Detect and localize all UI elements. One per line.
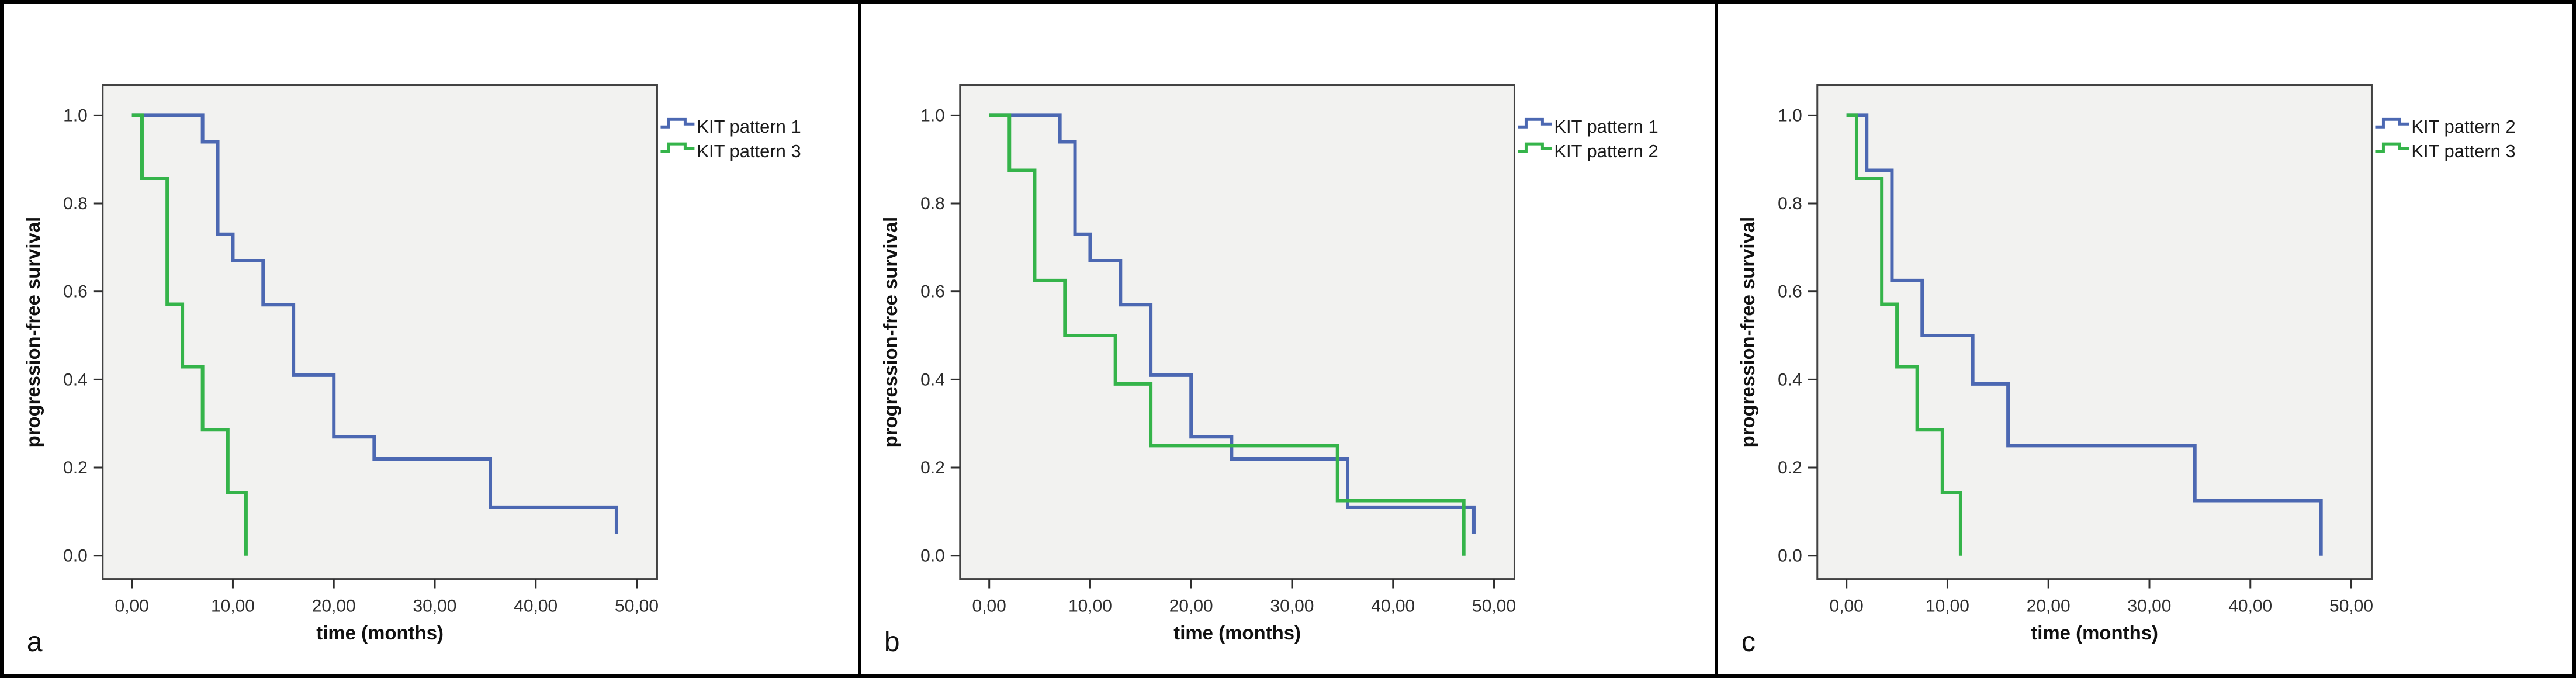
plot-area (1816, 84, 2373, 580)
x-axis-title: time (months) (316, 622, 444, 644)
km-curve-blue (989, 113, 1476, 534)
legend-line-series1 (1518, 117, 1552, 129)
y-axis-title: progression-free survival (880, 217, 901, 448)
km-curve-blue (131, 113, 618, 534)
legend-label-series1: KIT pattern 1 (1554, 116, 1658, 137)
x-tick-label: 50,00 (615, 596, 659, 615)
km-curves (989, 113, 1476, 556)
y-tick-label: 0.2 (1778, 458, 1802, 478)
x-tick-label: 40,00 (2228, 596, 2272, 615)
y-tick-label: 1.0 (920, 106, 945, 125)
x-tick-label: 20,00 (2027, 596, 2071, 615)
km-curve-green (989, 113, 1466, 556)
x-axis-title: time (months) (2031, 622, 2158, 644)
y-tick-label: 0.6 (920, 282, 945, 302)
panel-c: 0,00 10,00 20,00 30,00 40,00 50,00 0.0 0.2 0.4 0.… (1715, 4, 2572, 674)
km-curves (131, 113, 618, 556)
y-tick-label: 0.4 (920, 370, 945, 389)
x-tick-label: 40,00 (514, 596, 558, 615)
legend: KIT pattern 2 KIT pattern 3 (2375, 116, 2516, 161)
y-tick-label: 0.6 (63, 282, 88, 302)
km-curve-green (131, 113, 248, 556)
x-tick-label: 50,00 (2329, 596, 2373, 615)
y-tick-label: 0.0 (920, 546, 945, 566)
legend: KIT pattern 1 KIT pattern 2 (1518, 116, 1659, 161)
axis-ticks: 0,00 10,00 20,00 30,00 40,00 50,00 0.0 0.2 0.4 0.… (920, 106, 1516, 615)
x-tick-label: 50,00 (1472, 596, 1516, 615)
panel-letter: b (884, 627, 900, 658)
plot-area (959, 84, 1515, 580)
panel-a-chart: 0,00 10,00 20,00 30,00 40,00 50,00 0.0 0.2 0.4 0.… (22, 84, 801, 658)
axis-ticks: 0,00 10,00 20,00 30,00 40,00 50,00 0.0 0.2 0.4 0.… (1778, 106, 2373, 615)
y-tick-label: 1.0 (63, 106, 88, 125)
y-tick-label: 0.2 (920, 458, 945, 478)
x-tick-label: 40,00 (1371, 596, 1415, 615)
panel-b-chart: 0,00 10,00 20,00 30,00 40,00 50,00 0.0 0.2 0.4 0.… (880, 84, 1659, 658)
legend: KIT pattern 1 KIT pattern 3 (660, 116, 801, 161)
panel-letter: c (1741, 627, 1756, 658)
x-tick-label: 10,00 (1068, 596, 1112, 615)
x-tick-label: 10,00 (1926, 596, 1969, 615)
axis-ticks: 0,00 10,00 20,00 30,00 40,00 50,00 0.0 0.2 0.4 0.… (63, 106, 659, 615)
x-tick-label: 30,00 (413, 596, 457, 615)
y-tick-label: 0.8 (63, 194, 88, 213)
x-tick-label: 0,00 (115, 596, 149, 615)
y-axis-title: progression-free survival (22, 217, 44, 448)
x-tick-label: 20,00 (312, 596, 356, 615)
x-tick-label: 30,00 (2128, 596, 2172, 615)
panel-a: 0,00 10,00 20,00 30,00 40,00 50,00 0.0 0.2 0.4 0.… (4, 4, 858, 674)
y-tick-label: 0.0 (63, 546, 88, 566)
x-tick-label: 0,00 (1830, 596, 1864, 615)
y-tick-label: 0.4 (63, 370, 88, 389)
x-tick-label: 10,00 (211, 596, 255, 615)
legend-label-series1: KIT pattern 2 (2411, 116, 2515, 137)
legend-line-series1 (660, 117, 695, 129)
y-tick-label: 0.4 (1778, 370, 1802, 389)
legend-label-series2: KIT pattern 2 (1554, 141, 1658, 161)
y-tick-label: 1.0 (1778, 106, 1802, 125)
y-tick-label: 0.8 (920, 194, 945, 213)
panel-letter: a (27, 627, 43, 658)
km-curves (1846, 113, 2323, 556)
panel-b: 0,00 10,00 20,00 30,00 40,00 50,00 0.0 0.2 0.4 0.… (858, 4, 1715, 674)
legend-line-series2 (2375, 142, 2409, 153)
legend-line-series1 (2375, 117, 2409, 129)
x-tick-label: 20,00 (1169, 596, 1213, 615)
y-tick-label: 0.0 (1778, 546, 1802, 566)
y-axis-title: progression-free survival (1737, 217, 1758, 448)
y-tick-label: 0.2 (63, 458, 88, 478)
y-tick-label: 0.6 (1778, 282, 1802, 302)
panel-c-chart: 0,00 10,00 20,00 30,00 40,00 50,00 0.0 0.2 0.4 0.… (1737, 84, 2516, 658)
x-tick-label: 0,00 (972, 596, 1006, 615)
legend-label-series1: KIT pattern 1 (697, 116, 801, 137)
plot-area (102, 84, 658, 580)
km-curve-blue (1846, 113, 2323, 556)
km-curve-green (1846, 113, 1962, 556)
legend-line-series2 (660, 142, 695, 153)
legend-label-series2: KIT pattern 3 (697, 141, 801, 161)
y-tick-label: 0.8 (1778, 194, 1802, 213)
legend-label-series2: KIT pattern 3 (2411, 141, 2515, 161)
x-axis-title: time (months) (1173, 622, 1301, 644)
legend-line-series2 (1518, 142, 1552, 153)
x-tick-label: 30,00 (1270, 596, 1314, 615)
